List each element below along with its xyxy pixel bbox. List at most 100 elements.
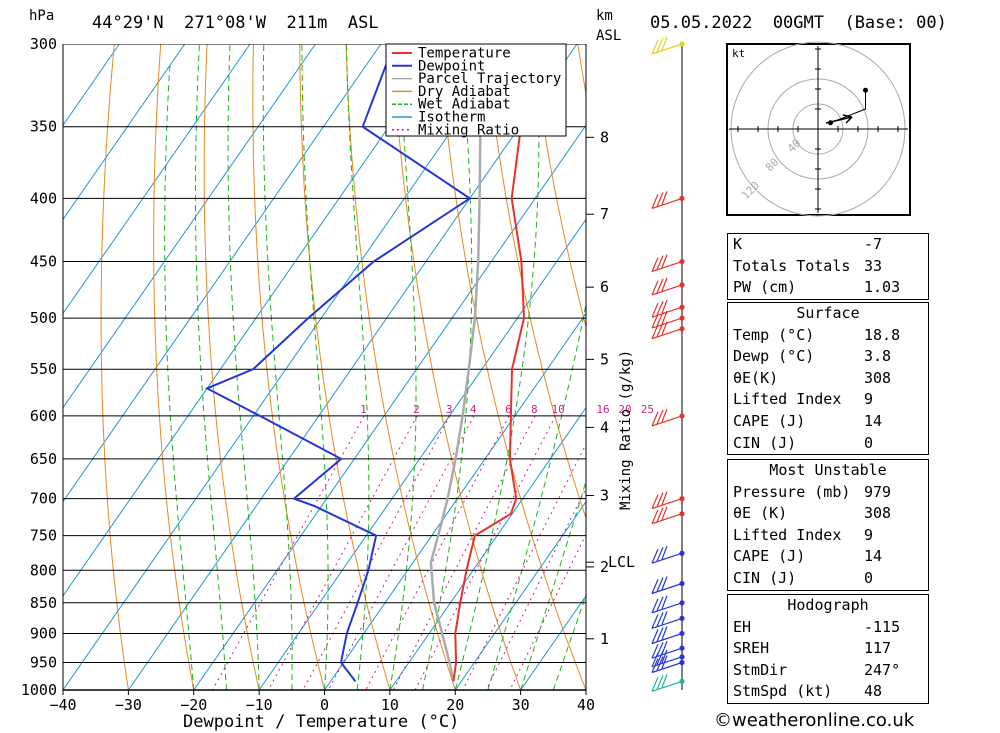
- pressure-unit-label: hPa: [29, 8, 54, 24]
- x-tick-label: 10: [381, 696, 399, 714]
- stats-general-table: K -7 Totals Totals 33 PW (cm) 1.03: [727, 233, 929, 300]
- mixing-ratio-line: [462, 443, 586, 690]
- wet-adiabat-line: [552, 593, 586, 690]
- x-tick-label: 30: [512, 696, 530, 714]
- mixing-ratio-labels: 1 2 3 4 6 8 10 16 20 25: [360, 403, 654, 416]
- pressure-tick-label: 800: [30, 561, 57, 579]
- surface-stat-row: Temp (°C) 18.8: [728, 325, 928, 347]
- most-unstable-stat-value: 308: [864, 504, 892, 523]
- wind-level-dot: [679, 630, 685, 637]
- mixing-ratio-value: 8: [531, 403, 538, 416]
- most-unstable-stat-value: 0: [864, 568, 874, 587]
- most-unstable-stat-row: Pressure (mb) 979: [728, 482, 928, 504]
- most-unstable-stat-label: CAPE (J): [733, 547, 806, 566]
- hodograph-stat-label: StmSpd (kt): [733, 682, 833, 701]
- series-parcel-trajectory: [429, 44, 482, 682]
- series-dewpoint: [204, 44, 472, 682]
- x-tick-label: −20: [180, 696, 207, 714]
- hodograph-stat-value: -115: [864, 617, 901, 636]
- x-tick-label: 40: [577, 696, 595, 714]
- skewt-plot: 1 2 3 4 6 8 10 16 20 25 3003504004505005506006507…: [21, 35, 1000, 714]
- mixing-ratio-value: 2: [413, 403, 420, 416]
- hodograph-stat-label: EH: [733, 617, 752, 636]
- surface-title: Surface: [796, 304, 860, 322]
- isotherm-line: [454, 500, 586, 690]
- legend-label: Parcel Trajectory: [418, 71, 561, 87]
- legend-label: Mixing Ratio: [418, 122, 519, 138]
- wind-level-dot: [679, 600, 685, 606]
- wind-barb: [651, 491, 683, 510]
- mixing-ratio-line: [509, 533, 586, 690]
- surface-stat-label: Lifted Index: [733, 390, 842, 409]
- hodograph-trace: [830, 90, 866, 124]
- most-unstable-title: Most Unstable: [769, 461, 887, 479]
- pressure-tick-label: 700: [30, 490, 57, 508]
- km-tick-label: 5: [600, 350, 609, 368]
- general-stat-label: K: [733, 235, 743, 253]
- wind-barb: [651, 277, 683, 296]
- general-stat-value: 33: [864, 256, 883, 275]
- surface-stat-value: 0: [864, 433, 874, 452]
- hodograph-stat-row: StmDir 247°: [728, 660, 928, 682]
- wind-barb: [651, 506, 683, 525]
- pressure-tick-label: 550: [30, 360, 57, 378]
- isotherm-line: [63, 44, 316, 409]
- wind-barb: [651, 254, 683, 273]
- wind-barb: [651, 674, 683, 692]
- wind-barb: [651, 655, 683, 674]
- axes: 3003504004505005506006507007508008509009…: [21, 35, 635, 714]
- isotherm-line: [127, 44, 578, 690]
- legend-label: Isotherm: [418, 110, 485, 126]
- background-lines: [63, 44, 1000, 690]
- wind-barb: [651, 408, 683, 427]
- storm-motion-arrow: [825, 114, 853, 124]
- mixing-ratio-line: [212, 415, 365, 690]
- isotherm-line: [63, 44, 186, 221]
- most-unstable-stat-value: 9: [864, 525, 874, 544]
- copyright: ©weatheronline.co.uk: [714, 710, 915, 731]
- x-axis-title: Dewpoint / Temperature (°C): [183, 712, 459, 732]
- surface-stat-value: 18.8: [864, 325, 901, 344]
- isotherm-line: [324, 312, 586, 690]
- mixing-ratio-value: 3: [446, 403, 453, 416]
- most-unstable-stat-label: Pressure (mb): [733, 482, 851, 501]
- km-tick-label: 3: [600, 487, 609, 505]
- wind-level-dot: [679, 659, 685, 666]
- wind-level-dot: [679, 195, 685, 201]
- wind-level-dot: [679, 615, 685, 621]
- most-unstable-stat-row: CAPE (J) 14: [728, 546, 928, 568]
- pressure-tick-label: 900: [30, 624, 57, 642]
- general-stat-row: PW (cm) 1.03: [728, 277, 928, 299]
- dry-adiabat-line: [949, 44, 1000, 690]
- surface-stat-row: CAPE (J) 14: [728, 411, 928, 433]
- hodograph-point: [863, 87, 868, 93]
- wind-barb: [651, 640, 683, 659]
- pressure-tick-label: 850: [30, 594, 57, 612]
- km-tick-label: 6: [600, 278, 609, 296]
- hodograph-stat-value: 247°: [864, 660, 901, 679]
- surface-stat-value: 308: [864, 368, 892, 387]
- general-stat-value: 1.03: [864, 278, 901, 297]
- wind-barb: [651, 576, 683, 595]
- wind-barb: [651, 191, 683, 209]
- wind-barb: [651, 299, 683, 318]
- mixing-ratio-axis-title: Mixing Ratio (g/kg): [618, 350, 634, 510]
- surface-stat-label: Dewp (°C): [733, 347, 815, 366]
- wind-barb: [651, 611, 683, 629]
- hodograph-stat-row: StmSpd (kt) 48: [728, 681, 928, 703]
- isotherm-line: [63, 44, 251, 315]
- wind-barb: [651, 310, 683, 329]
- asl-label: ASL: [596, 28, 621, 44]
- stats-most-unstable-table: Most Unstable Pressure (mb) 979 θE (K) 308 L…: [727, 459, 929, 591]
- pressure-tick-label: 650: [30, 450, 57, 468]
- km-tick-label: 4: [600, 418, 609, 436]
- stats-surface-table: Surface Temp (°C) 18.8 Dewp (°C) 3.8 θE(K) 30…: [727, 302, 929, 456]
- hodograph-stat-row: SREH 117: [728, 638, 928, 660]
- km-tick-label: 1: [600, 630, 609, 648]
- most-unstable-stat-row: CIN (J) 0: [728, 568, 928, 590]
- general-stat-row: Totals Totals 33: [728, 256, 928, 278]
- isotherm-line: [63, 44, 513, 690]
- x-tick-label: −30: [115, 696, 142, 714]
